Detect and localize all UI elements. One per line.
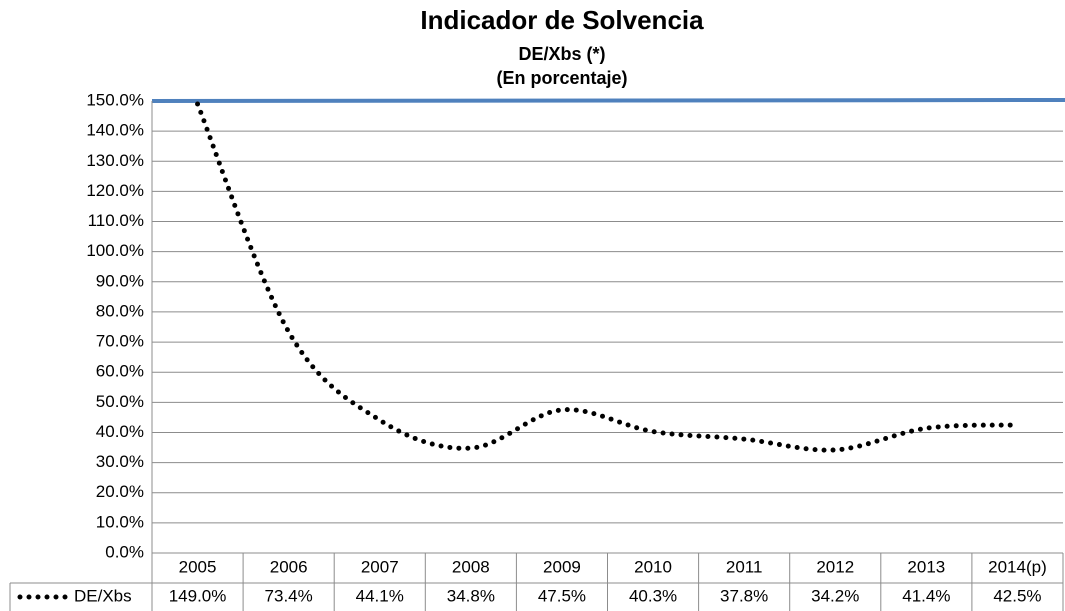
y-tick-label: 120.0% bbox=[86, 181, 144, 200]
data-label: 44.1% bbox=[356, 586, 404, 605]
x-tick-label: 2010 bbox=[634, 557, 672, 576]
y-tick-label: 0.0% bbox=[105, 542, 144, 561]
data-label: 47.5% bbox=[538, 586, 586, 605]
chart-subtitle: (En porcentaje) bbox=[496, 68, 627, 88]
data-label: 40.3% bbox=[629, 586, 677, 605]
plot-top-border bbox=[151, 98, 1065, 103]
y-tick-label: 70.0% bbox=[96, 332, 144, 351]
data-label: 41.4% bbox=[902, 586, 950, 605]
y-tick-label: 80.0% bbox=[96, 301, 144, 320]
x-tick-label: 2011 bbox=[726, 557, 763, 576]
x-tick-label: 2012 bbox=[816, 557, 854, 576]
y-tick-label: 20.0% bbox=[96, 482, 144, 501]
line-series bbox=[195, 101, 1020, 453]
y-tick-label: 30.0% bbox=[96, 452, 144, 471]
y-tick-label: 150.0% bbox=[86, 90, 144, 109]
chart-subtitle: DE/Xbs (*) bbox=[518, 44, 605, 64]
y-tick-label: 130.0% bbox=[86, 151, 144, 170]
y-tick-label: 140.0% bbox=[86, 121, 144, 140]
chart-title: Indicador de Solvencia bbox=[420, 5, 704, 35]
x-tick-label: 2007 bbox=[361, 557, 399, 576]
data-label: 73.4% bbox=[265, 586, 313, 605]
x-tick-label: 2014(p) bbox=[988, 557, 1047, 576]
y-tick-label: 90.0% bbox=[96, 271, 144, 290]
y-tick-label: 110.0% bbox=[88, 211, 144, 230]
y-tick-label: 100.0% bbox=[86, 241, 144, 260]
y-tick-label: 40.0% bbox=[96, 422, 144, 441]
x-tick-label: 2005 bbox=[179, 557, 217, 576]
legend-label: DE/Xbs bbox=[74, 586, 132, 605]
y-tick-label: 10.0% bbox=[96, 512, 144, 531]
x-tick-label: 2008 bbox=[452, 557, 490, 576]
x-tick-label: 2006 bbox=[270, 557, 308, 576]
data-label: 149.0% bbox=[169, 586, 227, 605]
data-label: 37.8% bbox=[720, 586, 768, 605]
y-tick-label: 60.0% bbox=[96, 362, 144, 381]
data-label: 34.8% bbox=[447, 586, 495, 605]
x-tick-label: 2013 bbox=[907, 557, 945, 576]
data-label: 42.5% bbox=[993, 586, 1041, 605]
x-tick-label: 2009 bbox=[543, 557, 581, 576]
data-label: 34.2% bbox=[811, 586, 859, 605]
y-tick-label: 50.0% bbox=[96, 392, 144, 411]
